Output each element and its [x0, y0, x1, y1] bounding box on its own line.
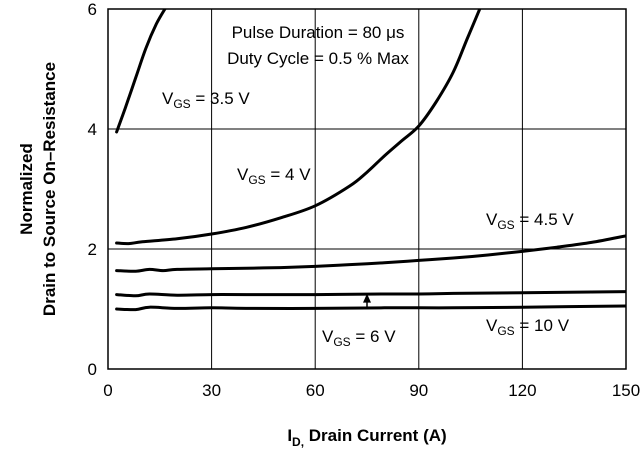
x-tick-label-60: 60 — [306, 381, 325, 400]
series-curves — [115, 9, 626, 312]
arrow-head — [363, 293, 371, 303]
series-label-vgs-10: VGS = 10 V — [486, 316, 570, 338]
x-tick-label-0: 0 — [103, 381, 112, 400]
series-label-vgs-4-5: VGS = 4.5 V — [486, 210, 574, 232]
series-line-3 — [115, 290, 626, 298]
series-label-vgs-3-5: VGS = 3.5 V — [162, 89, 250, 111]
series-line-0 — [115, 9, 167, 134]
pulse-duration-note: Pulse Duration = 80 μs — [232, 23, 405, 42]
series-label-vgs-4: VGS = 4 V — [237, 165, 311, 187]
y-axis-title-line2: Drain to Source On–Resistance — [40, 62, 59, 316]
y-tick-label-6: 6 — [88, 0, 97, 19]
duty-cycle-note: Duty Cycle = 0.5 % Max — [227, 49, 409, 68]
x-tick-label-30: 30 — [202, 381, 221, 400]
x-tick-label-90: 90 — [409, 381, 428, 400]
x-axis-title: ID, Drain Current (A) — [287, 426, 446, 449]
annotation-arrow — [363, 293, 371, 308]
series-line-2 — [115, 234, 626, 273]
x-tick-label-150: 150 — [612, 381, 640, 400]
tick-labels: 0 30 60 90 120 150 0 2 4 6 — [88, 0, 641, 400]
y-tick-label-2: 2 — [88, 240, 97, 259]
series-line-1 — [115, 9, 482, 246]
plot-frame — [107, 8, 627, 370]
y-tick-label-0: 0 — [88, 360, 97, 379]
series-line-4 — [115, 304, 626, 312]
y-axis-title-line1: Normalized — [17, 143, 36, 235]
y-tick-label-4: 4 — [88, 120, 97, 139]
series-label-vgs-6: VGS = 6 V — [322, 327, 396, 349]
x-tick-label-120: 120 — [508, 381, 536, 400]
